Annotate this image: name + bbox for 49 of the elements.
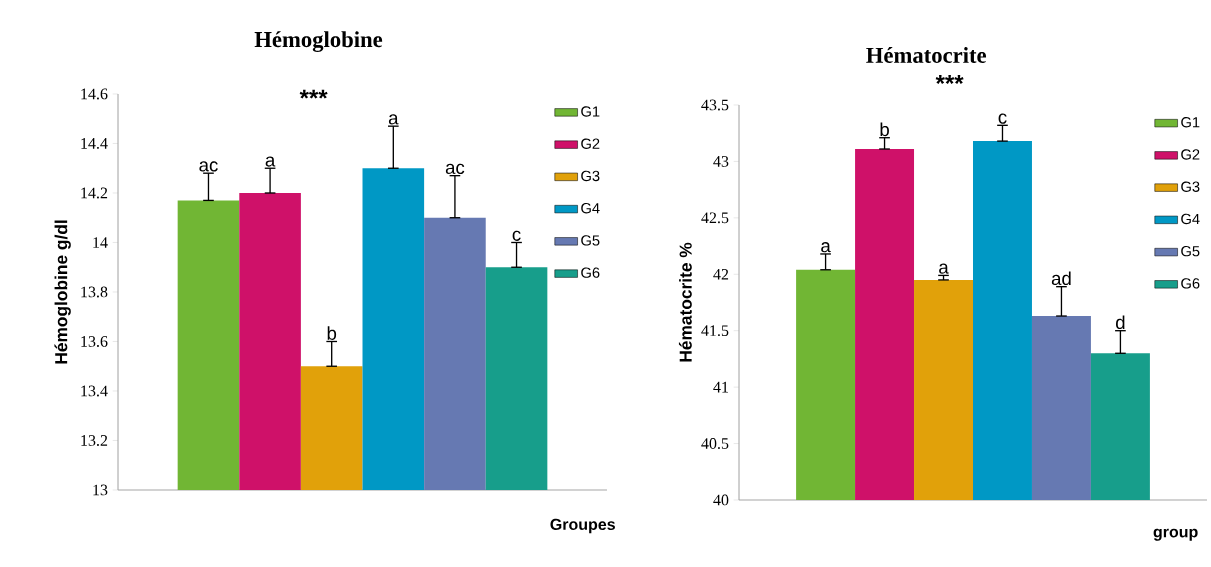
y-tick-label: 40.5 bbox=[701, 438, 729, 449]
chart-title: Hémoglobine bbox=[254, 31, 383, 52]
data-label: d bbox=[1116, 315, 1125, 330]
y-tick-label: 13.8 bbox=[81, 286, 108, 298]
y-tick-label: 14.2 bbox=[81, 187, 108, 199]
data-label: b bbox=[880, 122, 889, 137]
legend-label: G6 bbox=[581, 267, 600, 278]
y-tick-label: 13.6 bbox=[81, 336, 108, 347]
y-tick-label: 13.4 bbox=[81, 385, 108, 397]
legend-label: G4 bbox=[1181, 213, 1200, 225]
x-axis-title: group bbox=[1153, 528, 1198, 541]
y-tick-label: 13 bbox=[93, 484, 108, 496]
data-label: a bbox=[265, 156, 276, 167]
text: *** bbox=[935, 75, 964, 84]
data-label: a bbox=[388, 114, 399, 125]
legend-label: G6 bbox=[1181, 278, 1200, 289]
data-label: ad bbox=[1051, 271, 1071, 286]
y-axis-title: Hémoglobine g/dl bbox=[54, 220, 71, 364]
y-tick-label: 40 bbox=[713, 494, 729, 506]
legend-label: G3 bbox=[1181, 181, 1200, 192]
y-tick-label: 14.6 bbox=[81, 88, 108, 100]
y-tick-label: 14 bbox=[93, 237, 108, 248]
legend-label: G5 bbox=[1181, 246, 1200, 257]
y-tick-label: 41.5 bbox=[701, 325, 729, 337]
data-label: c bbox=[512, 230, 521, 241]
annotation: *** bbox=[299, 89, 328, 99]
legend-label: G4 bbox=[581, 203, 600, 214]
y-tick-label: 42 bbox=[713, 268, 729, 280]
data-label: c bbox=[998, 113, 1007, 124]
data-label: b bbox=[327, 326, 337, 340]
y-tick-label: 14.4 bbox=[81, 138, 108, 149]
legend-label: G1 bbox=[1181, 117, 1200, 128]
legend-label: G3 bbox=[581, 170, 600, 182]
y-tick-label: 41 bbox=[713, 381, 729, 393]
y-tick-label: 42.5 bbox=[701, 212, 729, 224]
legend-label: G5 bbox=[581, 235, 600, 246]
legend-label: G2 bbox=[1181, 149, 1200, 160]
data-label: ac bbox=[445, 163, 465, 175]
data-label: ac bbox=[199, 161, 218, 172]
data-label: a bbox=[939, 263, 949, 274]
y-tick-label: 43.5 bbox=[701, 99, 729, 111]
y-tick-label: 43 bbox=[713, 156, 729, 167]
legend-label: G1 bbox=[581, 106, 600, 117]
chart-title: Hématocrite bbox=[866, 46, 987, 63]
y-axis-title: Hématocrite % bbox=[678, 242, 692, 362]
legend-label: G2 bbox=[581, 138, 600, 149]
x-axis-title: Groupes bbox=[550, 518, 615, 534]
y-tick-label: 13.2 bbox=[81, 435, 108, 446]
data-label: a bbox=[821, 242, 831, 253]
